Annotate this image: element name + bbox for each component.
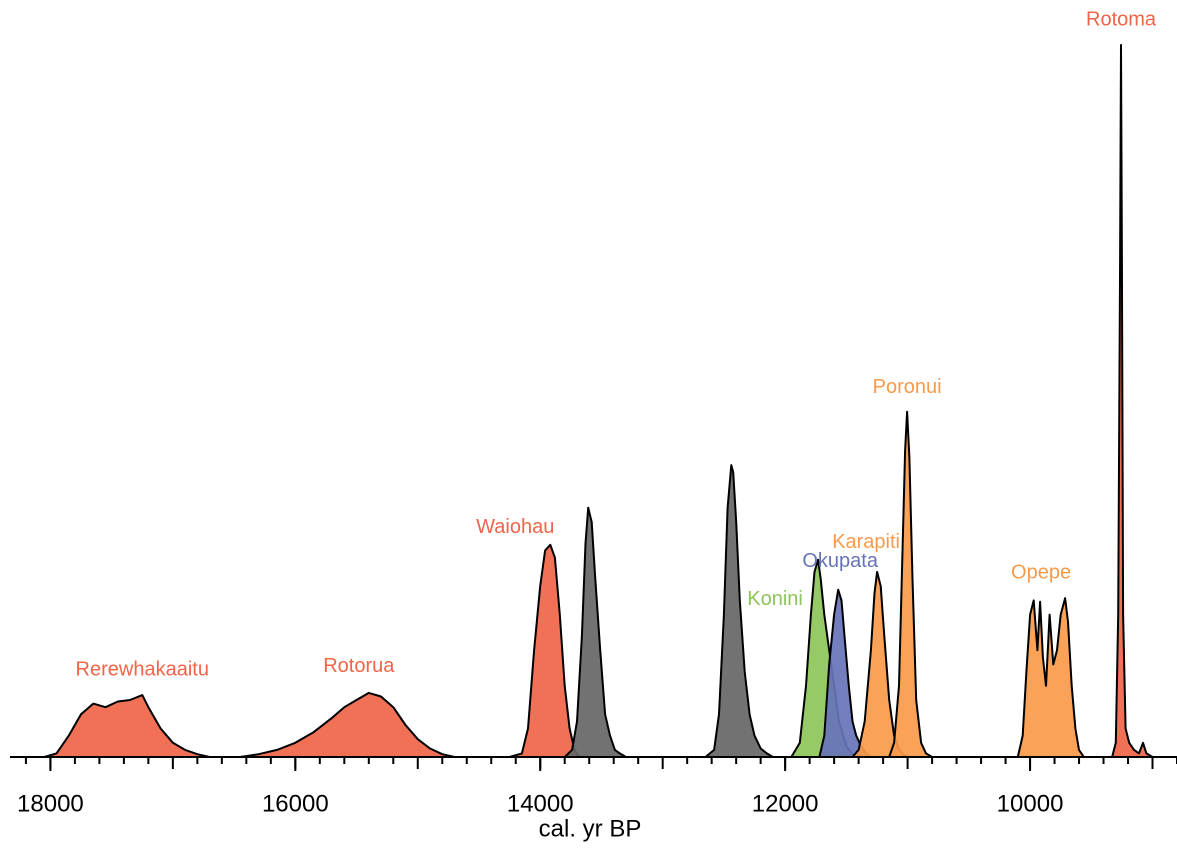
x-tick-label: 16000 <box>262 790 329 817</box>
density-area <box>563 506 627 758</box>
series-label: Rotoma <box>1086 8 1157 30</box>
density-area <box>888 410 934 758</box>
density-area <box>1111 44 1154 758</box>
density-area <box>704 464 774 758</box>
x-tick-label: 10000 <box>997 790 1064 817</box>
series-label: Karapiti <box>832 531 900 553</box>
series-label: Waiohau <box>476 516 554 538</box>
density-area <box>43 694 211 758</box>
density-area <box>239 691 456 758</box>
density-area <box>508 543 581 758</box>
series-label: Konini <box>747 588 803 610</box>
series-label: Rerewhakaaitu <box>76 658 209 680</box>
series-label: Okupata <box>802 550 878 572</box>
x-tick-label: 12000 <box>752 790 819 817</box>
density-area <box>1016 597 1085 758</box>
x-tick-label: 14000 <box>507 790 574 817</box>
x-axis-title: cal. yr BP <box>539 815 642 842</box>
series-label: Poronui <box>873 376 942 398</box>
series-label: Rotorua <box>323 655 395 677</box>
series-label: Opepe <box>1011 562 1071 584</box>
x-tick-label: 18000 <box>17 790 84 817</box>
